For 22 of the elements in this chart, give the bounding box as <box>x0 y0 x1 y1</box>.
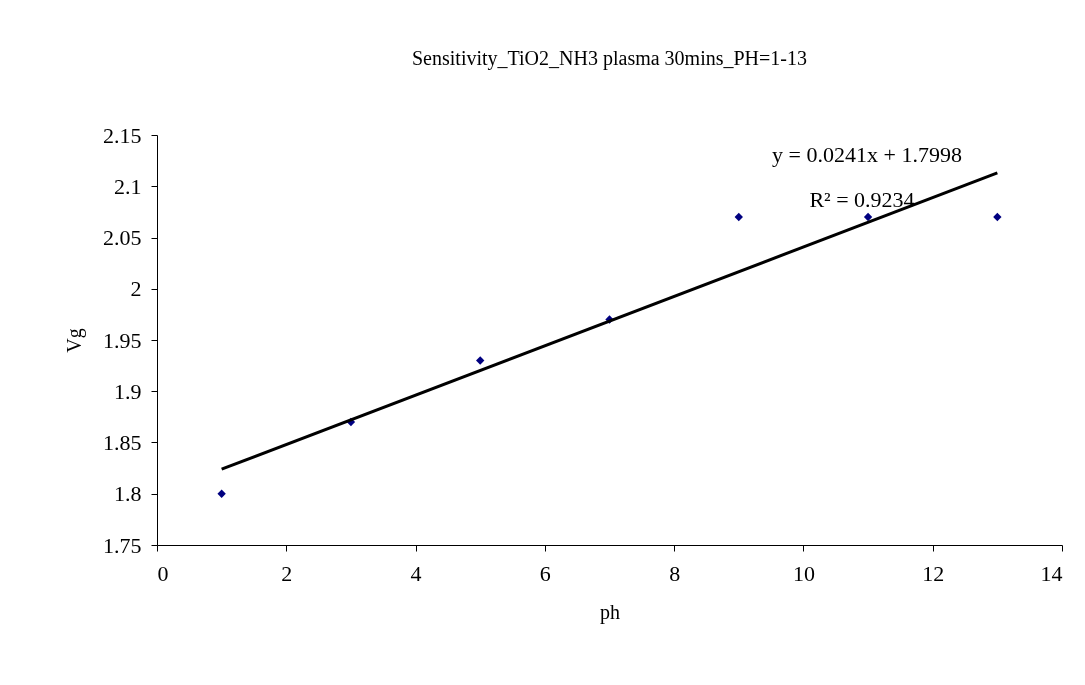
chart-title: Sensitivity_TiO2_NH3 plasma 30mins_PH=1-13 <box>411 47 808 70</box>
x-tick-label: 10 <box>792 560 815 586</box>
y-tick-label: 1.95 <box>103 327 142 353</box>
y-tick-label: 2 <box>130 276 142 302</box>
y-tick-label: 2.05 <box>103 225 142 250</box>
x-tick-label: 14 <box>1040 560 1063 586</box>
x-tick-label: 8 <box>669 560 681 586</box>
x-tick-label: 4 <box>410 560 422 586</box>
y-tick-label: 2.15 <box>103 122 142 148</box>
y-tick-label: 1.9 <box>114 378 142 404</box>
x-tick-label: 2 <box>281 560 293 586</box>
x-tick-label: 6 <box>539 560 551 586</box>
annotation: R² = 0.9234 <box>809 187 915 212</box>
x-axis-title: ph <box>600 600 620 624</box>
x-tick-label: 0 <box>157 560 169 586</box>
y-tick-label: 1.75 <box>103 532 142 558</box>
y-axis-title: Vg <box>63 328 86 353</box>
y-tick-label: 2.1 <box>114 173 142 199</box>
y-tick-label: 1.8 <box>114 481 142 507</box>
x-tick-label: 12 <box>922 560 945 586</box>
annotation: y = 0.0241x + 1.7998 <box>772 142 962 167</box>
y-tick-label: 1.85 <box>103 430 142 455</box>
